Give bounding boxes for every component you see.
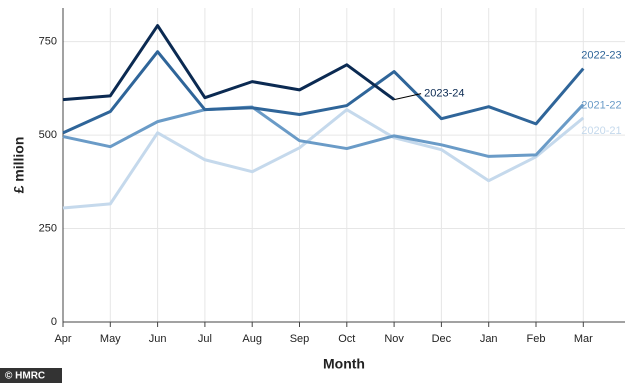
x-tick-label: Mar [574, 333, 593, 345]
label-leader [393, 93, 422, 101]
y-tick-label: 750 [39, 36, 57, 48]
source-badge [0, 368, 62, 383]
y-axis-label: £ million [11, 137, 27, 194]
source: © HMRC [5, 371, 45, 382]
series-label: 2021-22 [581, 99, 621, 111]
x-tick-label: Jan [480, 333, 498, 345]
x-tick-label: Sep [290, 333, 310, 345]
series-label: 2020-21 [581, 125, 621, 137]
y-tick-label: 0 [51, 316, 57, 328]
x-tick-label: Nov [384, 333, 404, 345]
series-line [62, 50, 585, 135]
x-axis-label: Month [323, 356, 365, 372]
x-tick-label: Jun [149, 333, 167, 345]
x-tick-label: Apr [54, 333, 71, 345]
x-tick-label: Oct [338, 333, 355, 345]
x-tick-label: Aug [242, 333, 262, 345]
x-tick-label: Feb [527, 333, 546, 345]
x-tick-label: May [100, 333, 121, 345]
y-tick-label: 500 [39, 129, 57, 141]
series-line [62, 103, 585, 158]
x-tick-label: Jul [198, 333, 212, 345]
series-line [62, 24, 395, 102]
y-tick-label: 250 [39, 222, 57, 234]
series-label: 2022-23 [581, 49, 621, 61]
series-line [62, 108, 585, 210]
series-label: 2023-24 [424, 87, 464, 99]
x-tick-label: Dec [432, 333, 452, 345]
